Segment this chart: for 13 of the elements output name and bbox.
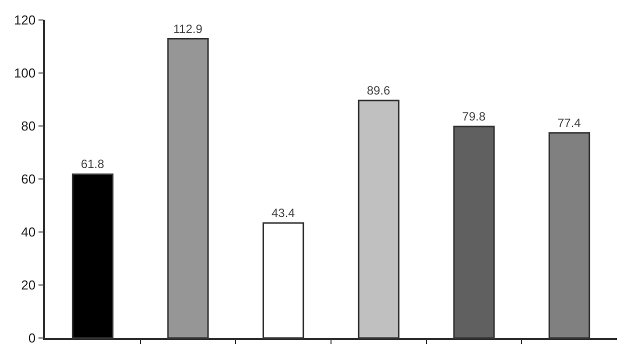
y-tick-label: 80: [21, 118, 36, 134]
y-tick-label: 120: [14, 12, 36, 28]
y-tick-label: 20: [21, 278, 36, 293]
y-tick-label: 60: [21, 172, 36, 187]
data-label: 77.4: [557, 116, 582, 130]
data-label: 79.8: [462, 110, 486, 124]
y-tick-label: 100: [14, 66, 36, 81]
y-tick-label: 0: [28, 330, 36, 346]
data-label: 112.9: [173, 22, 203, 36]
data-label: 61.8: [80, 157, 105, 172]
y-tick-label: 40: [21, 224, 36, 240]
data-label: 43.4: [271, 206, 296, 220]
data-label: 89.6: [366, 84, 391, 98]
